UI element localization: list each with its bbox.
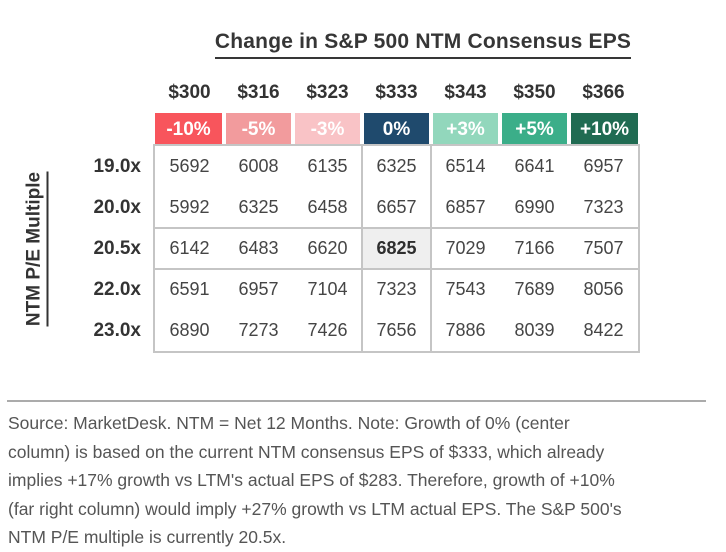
matrix-cell: 6825: [362, 228, 431, 269]
matrix-cell: 7886: [445, 320, 486, 340]
matrix-cell: 6142: [169, 238, 210, 258]
matrix-cell: 7426: [307, 320, 348, 340]
matrix-cell: 7507: [583, 238, 624, 258]
matrix-cell: 6483: [238, 238, 279, 258]
pe-row-label: 19.0x: [93, 156, 141, 177]
matrix-cell: 6620: [307, 238, 348, 258]
matrix-cell: 6514: [445, 156, 486, 176]
matrix-cell: 5692: [169, 156, 210, 176]
growth-header: +5%: [500, 113, 569, 146]
matrix-cell: 6990: [514, 197, 555, 217]
matrix-grid: 5692 6008 6135 6325 6514 6641 6957 5992 6325 6458…: [155, 146, 638, 351]
matrix-cell: 6591: [169, 279, 210, 299]
pe-row-label: 20.5x: [93, 238, 141, 259]
matrix-cell: 6008: [238, 156, 279, 176]
matrix-cell: 7104: [307, 279, 348, 299]
matrix-cell: 7273: [238, 320, 279, 340]
current-row-top-border: [155, 227, 638, 229]
matrix-cell: 7323: [583, 197, 624, 217]
matrix-cell: 7166: [514, 238, 555, 258]
eps-header: $300: [168, 82, 211, 103]
eps-header: $333: [375, 82, 418, 103]
matrix-cell: 6458: [307, 197, 348, 217]
current-row-bottom-border: [155, 268, 638, 270]
matrix-cell: 6657: [376, 197, 417, 217]
pe-row-labels: 19.0x 20.0x 20.5x 22.0x 23.0x: [55, 146, 141, 351]
eps-header-row: $300 $316 $323 $333 $343 $350 $366: [155, 82, 638, 104]
center-column-right-border: [430, 146, 432, 351]
matrix-cell: 6325: [376, 156, 417, 176]
center-column-left-border: [361, 146, 363, 351]
matrix-cell: 6890: [169, 320, 210, 340]
growth-header: -5%: [224, 113, 293, 146]
matrix-cell: 6957: [238, 279, 279, 299]
footnote-divider: [7, 400, 706, 402]
matrix-cell: 7656: [376, 320, 417, 340]
matrix-cell: 6135: [307, 156, 348, 176]
matrix-cell: 7543: [445, 279, 486, 299]
pe-row-label: 20.0x: [93, 197, 141, 218]
growth-header: +3%: [431, 113, 500, 146]
chart-title: Change in S&P 500 NTM Consensus EPS: [155, 30, 691, 59]
matrix-cell: 6641: [514, 156, 555, 176]
matrix-cell: 8039: [514, 320, 555, 340]
matrix-cell: 8056: [583, 279, 624, 299]
eps-header: $366: [582, 82, 625, 103]
matrix-cell: 5992: [169, 197, 210, 217]
matrix-body: 5692 6008 6135 6325 6514 6641 6957 5992 6325 6458…: [153, 144, 640, 353]
eps-header: $316: [237, 82, 280, 103]
matrix-cell: 6325: [238, 197, 279, 217]
eps-header: $343: [444, 82, 487, 103]
matrix-cell: 6857: [445, 197, 486, 217]
growth-header: -10%: [155, 113, 224, 146]
matrix-cell: 6957: [583, 156, 624, 176]
matrix-cell: 8422: [583, 320, 624, 340]
growth-header: 0%: [362, 113, 431, 146]
eps-header: $323: [306, 82, 349, 103]
matrix-cell: 7689: [514, 279, 555, 299]
source-footnote: Source: MarketDesk. NTM = Net 12 Months.…: [8, 413, 622, 548]
growth-header-row: -10% -5% -3% 0% +3% +5% +10%: [155, 113, 638, 146]
pe-row-label: 22.0x: [93, 279, 141, 300]
y-axis-label-text: NTM P/E Multiple: [23, 171, 49, 327]
matrix-cell: 7029: [445, 238, 486, 258]
eps-header: $350: [513, 82, 556, 103]
growth-header: +10%: [569, 113, 638, 146]
chart-title-text: Change in S&P 500 NTM Consensus EPS: [214, 30, 632, 59]
pe-row-label: 23.0x: [93, 320, 141, 341]
growth-header: -3%: [293, 113, 362, 146]
matrix-cell: 7323: [376, 279, 417, 299]
y-axis-label: NTM P/E Multiple: [23, 147, 54, 352]
